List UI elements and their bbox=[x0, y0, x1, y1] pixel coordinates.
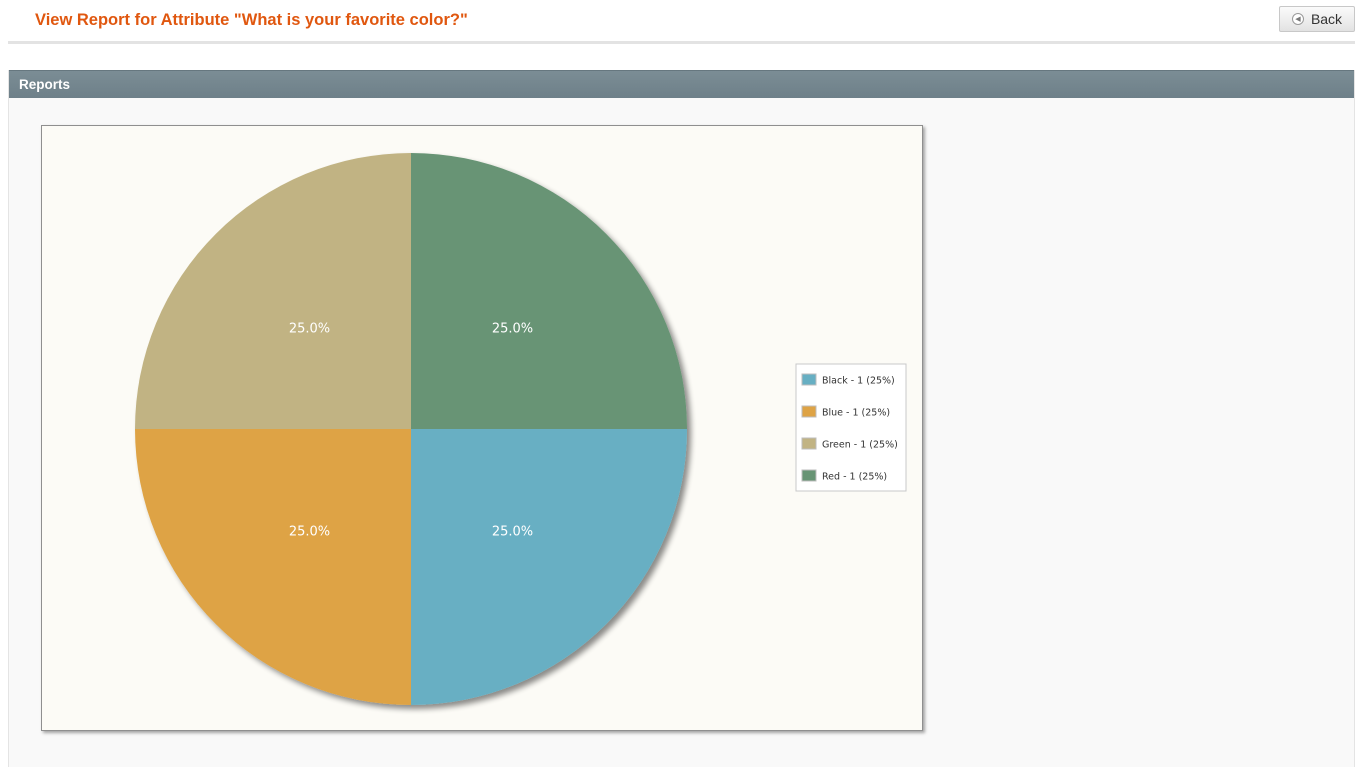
pie-chart: 25.0% 25.0% 25.0% 25.0% Black - 1 (25%) Blue… bbox=[41, 125, 923, 731]
legend-label-red: Red - 1 (25%) bbox=[822, 472, 887, 483]
legend-swatch-black bbox=[801, 373, 817, 386]
pie-chart-svg: 25.0% 25.0% 25.0% 25.0% Black - 1 (25%) Blue… bbox=[135, 153, 907, 705]
pie-slice-red bbox=[411, 153, 687, 429]
legend-swatch-red bbox=[801, 469, 817, 482]
back-button[interactable]: ◀ Back bbox=[1279, 6, 1355, 32]
pie-slice-black bbox=[411, 429, 687, 705]
legend-label-black: Black - 1 (25%) bbox=[822, 376, 895, 387]
slice-label-black: 25.0% bbox=[492, 524, 533, 539]
legend-swatch-blue bbox=[801, 405, 817, 418]
pie-slice-green bbox=[135, 153, 411, 429]
section-header: Reports bbox=[9, 70, 1354, 98]
pie-slices bbox=[135, 153, 687, 705]
slice-label-red: 25.0% bbox=[492, 322, 533, 337]
legend-label-blue: Blue - 1 (25%) bbox=[822, 408, 890, 419]
section-title: Reports bbox=[19, 77, 71, 92]
slice-label-blue: 25.0% bbox=[289, 524, 330, 539]
page-title: View Report for Attribute "What is your … bbox=[35, 11, 468, 29]
legend-label-green: Green - 1 (25%) bbox=[822, 440, 898, 451]
legend-swatch-green bbox=[801, 437, 817, 450]
slice-label-green: 25.0% bbox=[289, 322, 330, 337]
slice-labels: 25.0% 25.0% 25.0% 25.0% bbox=[289, 322, 533, 540]
pie-slice-blue bbox=[135, 429, 411, 705]
reports-section: Reports 25.0% 25.0% 25.0% 25.0% Black - 1 (… bbox=[8, 70, 1355, 767]
back-button-label: Back bbox=[1310, 11, 1343, 27]
legend: Black - 1 (25%) Blue - 1 (25%) Green - 1 (… bbox=[795, 363, 907, 492]
page-header: View Report for Attribute "What is your … bbox=[8, 0, 1355, 44]
circle-arrow-left-icon: ◀ bbox=[1291, 13, 1304, 25]
